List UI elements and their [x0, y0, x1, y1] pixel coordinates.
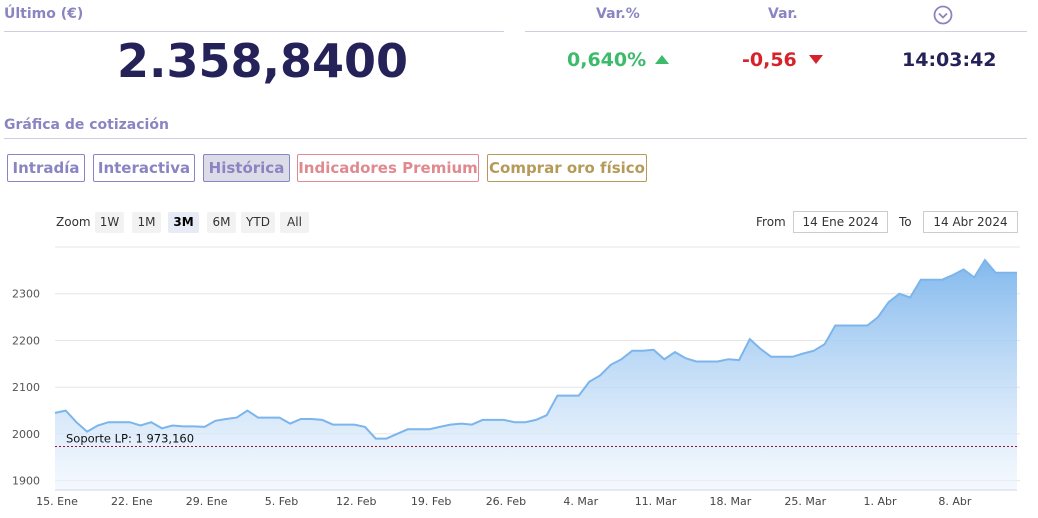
x-tick-label: 5. Feb — [265, 495, 298, 508]
tab-indicadores-premium[interactable]: Indicadores Premium — [297, 154, 479, 182]
x-tick-label: 26. Feb — [486, 495, 526, 508]
zoom-1m-button[interactable]: 1M — [132, 212, 161, 233]
y-tick-label: 2000 — [12, 428, 40, 441]
x-tick-label: 18. Mar — [710, 495, 752, 508]
from-date-input[interactable]: 14 Ene 2024 — [793, 211, 888, 233]
zoom-all-button[interactable]: All — [280, 212, 309, 233]
x-tick-label: 22. Ene — [111, 495, 153, 508]
zoom-ytd-button[interactable]: YTD — [241, 212, 275, 233]
y-tick-label: 2100 — [12, 381, 40, 394]
x-tick-label: 25. Mar — [784, 495, 826, 508]
x-tick-label: 19. Feb — [411, 495, 451, 508]
tab-interactiva[interactable]: Interactiva — [93, 154, 195, 182]
x-tick-label: 1. Abr — [864, 495, 897, 508]
section-divider — [4, 138, 1027, 139]
section-title: Gráfica de cotización — [4, 117, 169, 133]
x-tick-label: 12. Feb — [336, 495, 376, 508]
tab-intradia[interactable]: Intradía — [7, 154, 85, 182]
var-text: -0,56 — [742, 49, 797, 71]
var-value: -0,56 — [742, 49, 824, 71]
var-pct-text: 0,640% — [567, 49, 647, 71]
y-tick-label: 2200 — [12, 334, 40, 347]
support-line-label: Soporte LP: 1 973,160 — [66, 431, 194, 445]
var-label: Var. — [768, 6, 798, 22]
to-label: To — [899, 215, 912, 229]
var-pct-label: Var.% — [596, 6, 640, 22]
triangle-up-icon — [654, 54, 669, 64]
from-label: From — [756, 215, 786, 229]
tab-comprar-oro[interactable]: Comprar oro físico — [487, 154, 647, 182]
last-price-label: Último (€) — [4, 6, 84, 22]
x-tick-label: 11. Mar — [635, 495, 677, 508]
x-tick-label: 4. Mar — [563, 495, 598, 508]
zoom-3m-button[interactable]: 3M — [168, 212, 199, 233]
chevron-circle-down-icon[interactable] — [933, 5, 953, 25]
zoom-1w-button[interactable]: 1W — [95, 212, 124, 233]
last-update-time: 14:03:42 — [902, 49, 997, 71]
header-divider-right — [525, 31, 1027, 32]
x-tick-label: 8. Abr — [938, 495, 971, 508]
triangle-down-icon — [809, 55, 824, 64]
price-line — [54, 258, 1017, 440]
price-chart[interactable]: 1900 2000 2100 2200 2300 Soporte LP: 1 973,16… — [0, 240, 1038, 518]
y-tick-label: 1900 — [12, 475, 40, 488]
x-tick-label: 15. Ene — [36, 495, 78, 508]
y-tick-label: 2300 — [12, 288, 40, 301]
tab-historica[interactable]: Histórica — [203, 154, 290, 182]
to-date-input[interactable]: 14 Abr 2024 — [923, 211, 1018, 233]
x-tick-label: 29. Ene — [186, 495, 228, 508]
zoom-label: Zoom — [56, 215, 91, 229]
zoom-6m-button[interactable]: 6M — [207, 212, 236, 233]
price-area — [55, 260, 1017, 490]
header-divider-left — [4, 31, 504, 32]
last-price-value: 2.358,8400 — [117, 34, 409, 88]
var-pct-value: 0,640% — [567, 49, 669, 71]
